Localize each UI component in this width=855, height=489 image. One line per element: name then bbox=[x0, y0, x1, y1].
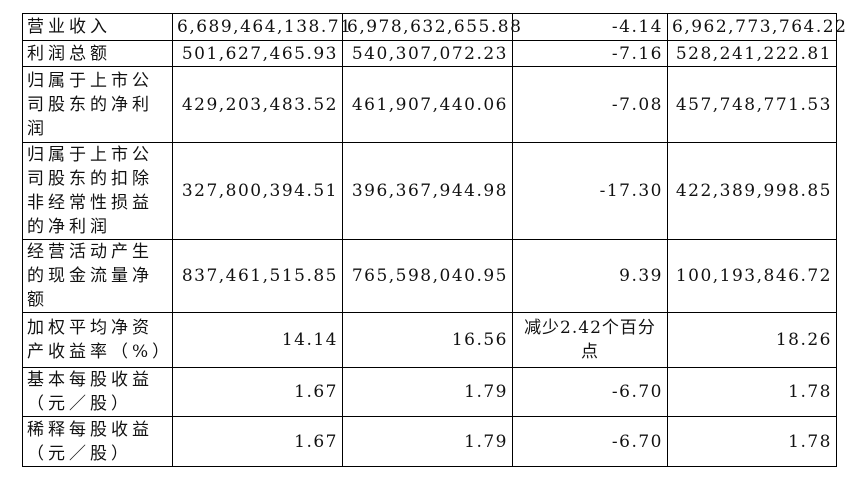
cell: 540,307,072.23 bbox=[342, 40, 513, 67]
cell: 1.67 bbox=[172, 416, 343, 467]
row-label: 归属于上市公司股东的净利润 bbox=[22, 66, 173, 143]
table-row: 归属于上市公司股东的净利润 429,203,483.52 461,907,440.0… bbox=[22, 66, 837, 143]
cell: 1.78 bbox=[667, 367, 837, 417]
cell: -7.16 bbox=[512, 40, 668, 67]
table-row: 加权平均净资产收益率（%） 14.14 16.56 减少2.42个百分点 18.26 bbox=[22, 312, 837, 368]
cell: -4.14 bbox=[512, 13, 668, 41]
cell: 16.56 bbox=[342, 312, 513, 368]
table-row: 利润总额 501,627,465.93 540,307,072.23 -7.16 528… bbox=[22, 40, 837, 67]
cell: -17.30 bbox=[512, 142, 668, 240]
cell: 501,627,465.93 bbox=[172, 40, 343, 67]
cell: 396,367,944.98 bbox=[342, 142, 513, 240]
row-label: 经营活动产生的现金流量净额 bbox=[22, 239, 173, 313]
cell: 1.67 bbox=[172, 367, 343, 417]
cell: 6,962,773,764.22 bbox=[667, 13, 846, 41]
cell: 837,461,515.85 bbox=[172, 239, 343, 313]
cell: 429,203,483.52 bbox=[172, 66, 343, 143]
cell: 327,800,394.51 bbox=[172, 142, 343, 240]
table-row: 稀释每股收益（元／股） 1.67 1.79 -6.70 1.78 bbox=[22, 416, 837, 467]
cell: 6,689,464,138.71 bbox=[172, 13, 351, 41]
cell: 1.79 bbox=[342, 416, 513, 467]
row-label: 加权平均净资产收益率（%） bbox=[22, 312, 173, 368]
cell: -6.70 bbox=[512, 367, 668, 417]
cell: 6,978,632,655.88 bbox=[342, 13, 521, 41]
table-row: 归属于上市公司股东的扣除非经常性损益的净利润 327,800,394.51 396,… bbox=[22, 142, 837, 240]
cell: 14.14 bbox=[172, 312, 343, 368]
row-label: 稀释每股收益（元／股） bbox=[22, 416, 173, 467]
table-body: 营业收入 6,689,464,138.71 6,978,632,655.88 -4.1… bbox=[22, 13, 846, 467]
cell: 528,241,222.81 bbox=[667, 40, 837, 67]
row-label: 基本每股收益（元／股） bbox=[22, 367, 173, 417]
cell: 765,598,040.95 bbox=[342, 239, 513, 313]
cell: 9.39 bbox=[512, 239, 668, 313]
cell: 1.78 bbox=[667, 416, 837, 467]
cell: 18.26 bbox=[667, 312, 837, 368]
financial-table: 营业收入 6,689,464,138.71 6,978,632,655.88 -4.1… bbox=[22, 13, 846, 467]
cell: 457,748,771.53 bbox=[667, 66, 837, 143]
table-row: 经营活动产生的现金流量净额 837,461,515.85 765,598,040.9… bbox=[22, 239, 837, 313]
cell: 减少2.42个百分点 bbox=[512, 312, 668, 368]
cell: 422,389,998.85 bbox=[667, 142, 837, 240]
cell: 1.79 bbox=[342, 367, 513, 417]
row-label: 归属于上市公司股东的扣除非经常性损益的净利润 bbox=[22, 142, 173, 240]
row-label: 营业收入 bbox=[22, 13, 173, 41]
cell: 100,193,846.72 bbox=[667, 239, 837, 313]
cell: 461,907,440.06 bbox=[342, 66, 513, 143]
cell: -7.08 bbox=[512, 66, 668, 143]
table-row: 基本每股收益（元／股） 1.67 1.79 -6.70 1.78 bbox=[22, 367, 837, 417]
cell: -6.70 bbox=[512, 416, 668, 467]
row-label: 利润总额 bbox=[22, 40, 173, 67]
table-row: 营业收入 6,689,464,138.71 6,978,632,655.88 -4.1… bbox=[22, 13, 846, 41]
